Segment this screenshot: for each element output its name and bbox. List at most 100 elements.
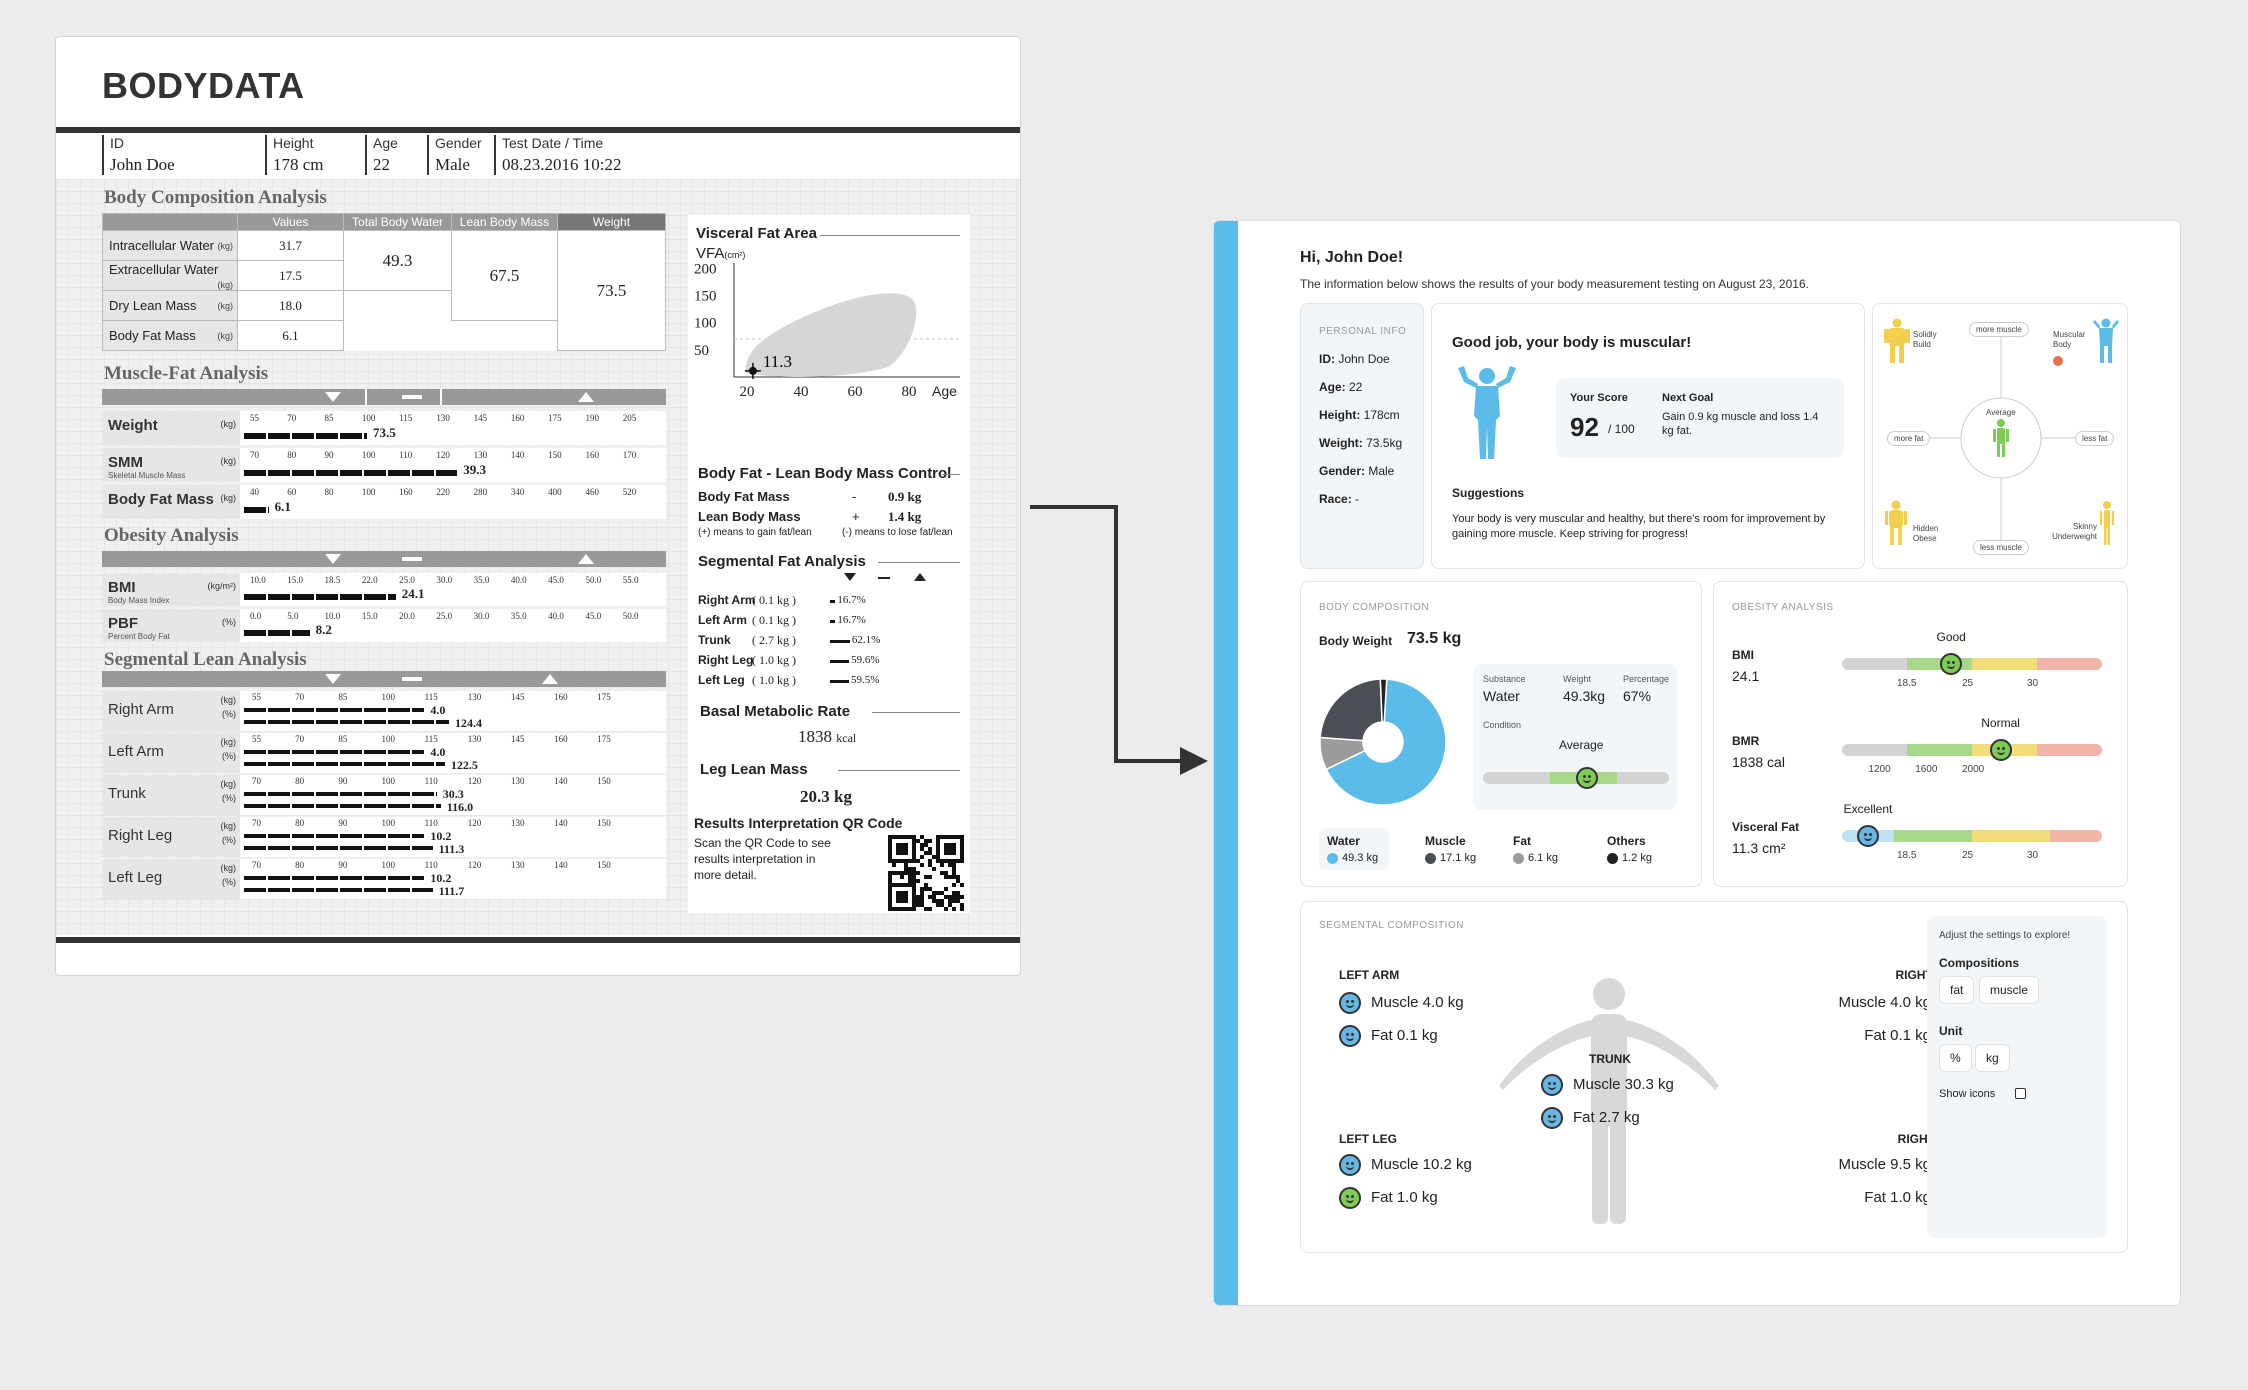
sla-unit-kg: (kg) <box>220 779 237 789</box>
personal-info-key: ID: <box>1319 352 1335 366</box>
legend-swatch <box>1607 852 1618 864</box>
scale-tick-label: 100 <box>361 413 376 423</box>
sla-kg-value: 30.3 <box>442 787 464 801</box>
legend-name[interactable]: Muscle <box>1425 834 1466 848</box>
obesity-scale-tick: 18.5 <box>1897 850 1917 861</box>
sla-row: Left Arm (kg) (%) 55 70 85 100 115 130 145 160 175 4… <box>102 733 666 773</box>
sfa-kg: ( 1.0 kg ) <box>752 653 796 667</box>
comp-option-fat[interactable]: fat <box>1939 976 1975 1004</box>
personal-info-row: Age: 22 <box>1319 380 1362 394</box>
solid-build-figure-icon <box>1884 318 1910 363</box>
scale-tick-label: 80 <box>324 487 334 497</box>
scale-row-label: BMI Body Mass Index (kg/m²) <box>102 573 240 606</box>
donut-slice-water[interactable] <box>1325 678 1447 806</box>
bca-header-weight: Weight <box>557 213 666 231</box>
sla-pct-value: 124.4 <box>455 716 482 730</box>
unit-option-percent[interactable]: % <box>1939 1044 1972 1072</box>
sfa-pct: 16.7% <box>837 594 866 606</box>
unit-option-kg[interactable]: kg <box>1975 1044 2010 1072</box>
sfa-label: Right Leg <box>698 653 754 667</box>
info-value: Male <box>435 155 470 174</box>
llm-value: 20.3 kg <box>800 787 852 806</box>
info-value: John Doe <box>110 155 175 174</box>
scale-tick-label: 170 <box>622 450 637 460</box>
axis-less-muscle: less muscle <box>1973 540 2029 555</box>
sla-pct-value: 122.5 <box>450 758 478 772</box>
bca-unit: (kg) <box>217 331 234 341</box>
scale-tick-label: 15.0 <box>287 575 304 585</box>
legend-name[interactable]: Water <box>1327 834 1360 848</box>
info-id: ID John Doe <box>102 135 252 175</box>
personal-info-key: Weight: <box>1319 436 1363 450</box>
comp-option-muscle[interactable]: muscle <box>1979 976 2040 1004</box>
type-skinny-underweight: Skinny Underweight <box>2052 522 2097 541</box>
scale-tick-label: 20.0 <box>399 611 415 621</box>
personal-info-value: John Doe <box>1335 352 1390 366</box>
left-arm-muscle-face-icon <box>1339 992 1361 1014</box>
composition-donut-chart[interactable] <box>1319 678 1447 806</box>
bca-header-blank <box>102 213 238 231</box>
scale-tick-label: 130 <box>473 450 488 460</box>
detail-pct-label: Percentage <box>1623 674 1670 684</box>
sfa-kg: ( 0.1 kg ) <box>752 593 796 607</box>
sla-tick-label: 70 <box>295 692 305 702</box>
right-leg-fat: Fat 1.0 kg <box>1864 1189 1931 1206</box>
axis-more-fat: more fat <box>1887 431 1931 446</box>
legend-item: 49.3 kg <box>1327 852 1378 864</box>
qr-code-icon[interactable] <box>888 835 964 911</box>
obesity-scale-tick: 30 <box>2027 850 2039 861</box>
donut-slice-others[interactable] <box>1379 678 1388 723</box>
vfa-x-tick: 80 <box>902 384 917 400</box>
sla-tick-label: 130 <box>467 692 482 702</box>
bca-row-label: Extracellular Water (kg) <box>102 260 238 291</box>
show-icons-checkbox[interactable] <box>2015 1088 2026 1099</box>
sla-row: Right Leg (kg) (%) 70 80 90 100 110 120 130 140 150… <box>102 817 666 857</box>
sla-tick-label: 140 <box>554 818 568 828</box>
bflbm-sign: - <box>852 489 857 504</box>
legend-swatch <box>1513 852 1524 864</box>
unit-label: Unit <box>1939 1024 1963 1038</box>
scale-tick-label: 190 <box>585 413 599 423</box>
sla-tick-label: 130 <box>510 860 525 870</box>
bca-header-tbw: Total Body Water <box>343 213 452 231</box>
trunk-muscle-face-icon <box>1541 1074 1563 1096</box>
bca-row-label: Intracellular Water (kg) <box>102 230 238 261</box>
scale-tick-label: 160 <box>399 487 413 497</box>
scale-row-title: SMM <box>108 454 143 471</box>
scale-segment <box>1907 744 1972 756</box>
left-arm-fat: Fat 0.1 kg <box>1371 1027 1438 1044</box>
scale-segment <box>1842 744 1907 756</box>
oa-range-header <box>102 551 666 567</box>
obesity-rating: Excellent <box>1843 802 1893 816</box>
sla-unit-pct: (%) <box>222 709 236 719</box>
left-leg-muscle: Muscle 10.2 kg <box>1371 1156 1472 1173</box>
scale-tick-label: 45.0 <box>548 575 564 585</box>
sla-row-label: Right Leg (kg) (%) <box>102 817 240 857</box>
legend-name[interactable]: Others <box>1607 834 1646 848</box>
left-leg-fat-face-icon <box>1339 1187 1361 1209</box>
vfa-normal-region <box>745 293 917 377</box>
donut-slice-muscle[interactable] <box>1319 678 1383 742</box>
bca-title: Body Composition Analysis <box>104 187 327 208</box>
bmr-value: 1838 kcal <box>798 727 856 747</box>
bflbm-value: 1.4 kg <box>888 509 922 524</box>
sla-row: Left Leg (kg) (%) 70 80 90 100 110 120 130 140 150 1… <box>102 859 666 899</box>
info-label: Height <box>273 135 314 151</box>
sla-unit-pct: (%) <box>222 877 236 887</box>
personal-info-row: Height: 178cm <box>1319 408 1400 422</box>
legend-name[interactable]: Fat <box>1513 834 1531 848</box>
bodydata-report-sheet: BODYDATA ID John Doe Height 178 cm Age 2… <box>55 36 1021 976</box>
scale-bar <box>244 433 367 439</box>
scale-segment <box>1894 830 1972 842</box>
scale-tick-label: 40 <box>250 487 259 497</box>
sla-kg-value: 10.2 <box>430 871 452 885</box>
legend-item: 1.2 kg <box>1607 852 1652 864</box>
type-average: Average <box>1986 408 2016 417</box>
sla-unit-kg: (kg) <box>220 695 237 705</box>
sla-bar-kg <box>244 792 437 796</box>
vfa-yunit: (cm²) <box>724 250 746 260</box>
obesity-rating: Good <box>1936 630 1966 644</box>
sfa-label: Left Leg <box>698 673 745 687</box>
sfa-bar <box>830 660 850 663</box>
detail-weight-label: Weight <box>1563 674 1591 684</box>
